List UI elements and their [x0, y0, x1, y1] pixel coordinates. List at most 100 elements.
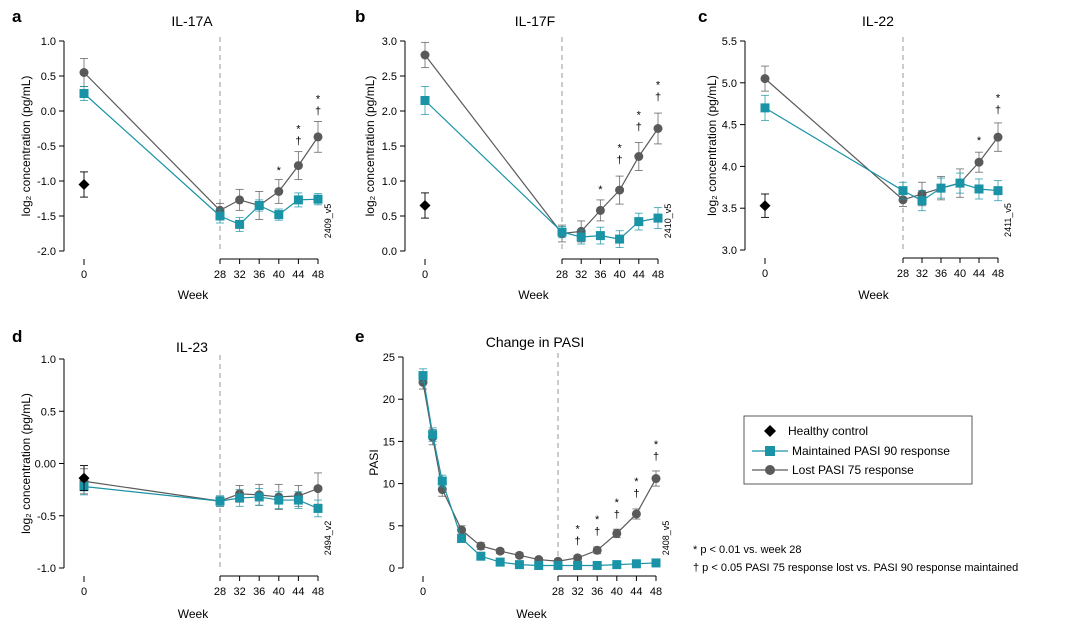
- y-tick-label: -1.0: [37, 176, 56, 188]
- panel-e: e Change in PASI 25 20 15 10 5 0 PASI 0 28 32 36 40 44…: [355, 327, 671, 621]
- data-point-lost: [235, 195, 245, 205]
- x-axis-label: Week: [858, 288, 889, 302]
- data-point-lost: [420, 50, 430, 60]
- figure-code: 2409_v5: [323, 204, 333, 239]
- data-point-lost: [631, 509, 641, 519]
- legend-label-healthy: Healthy control: [788, 424, 868, 438]
- legend: Healthy control Maintained PASI 90 respo…: [743, 415, 973, 485]
- legend-entry-maintained: Maintained PASI 90 response: [752, 444, 950, 458]
- panel-d: d IL-23 1.0 0.5 0.00 -0.5 -1.0 log₂ concentrati…: [12, 327, 333, 621]
- significance-star: *: [595, 514, 600, 526]
- figure-code: 2411_v5: [1003, 203, 1013, 237]
- x-tick-label: 44: [973, 268, 985, 280]
- data-point-maintained: [235, 493, 245, 503]
- significance-star: *: [277, 165, 282, 177]
- x-tick-label: 36: [591, 586, 603, 598]
- series-line-segment: [978, 136, 999, 163]
- y-axis-label: log₂ concentration (pg/mL): [19, 393, 33, 534]
- healthy-control-point: [759, 200, 771, 212]
- x-tick-label: 48: [312, 269, 324, 281]
- data-point-lost: [274, 187, 284, 196]
- y-axis-label: log₂ concentration (pg/mL): [363, 76, 377, 217]
- data-point-maintained: [313, 194, 323, 204]
- significance-star: *: [656, 80, 661, 92]
- x-tick-label: 0: [420, 586, 426, 598]
- x-tick-label: 32: [571, 586, 583, 598]
- data-point-lost: [313, 484, 323, 494]
- x-tick-label: 32: [233, 269, 245, 281]
- x-tick-label: 28: [552, 586, 564, 598]
- x-axis-label: Week: [518, 288, 549, 302]
- x-axis-label: Week: [178, 288, 209, 302]
- series-line-segment: [635, 478, 657, 515]
- data-point-maintained: [592, 560, 602, 570]
- series-line-segment: [580, 209, 601, 232]
- data-point-maintained: [595, 231, 605, 241]
- x-axis-label: Week: [516, 607, 547, 621]
- data-point-maintained: [254, 492, 264, 502]
- significance-dagger: †: [636, 122, 642, 134]
- data-point-maintained: [898, 186, 908, 196]
- panel-c: c IL-22 5.5 5.0 4.5 4.0 3.5 3.0 log₂ concentrati…: [698, 7, 1013, 302]
- y-tick-label: 2.5: [382, 71, 397, 83]
- data-point-lost: [651, 474, 661, 484]
- data-point-maintained: [313, 503, 323, 513]
- y-tick-label: 3.5: [722, 203, 737, 215]
- figure-code: 2494_v2: [323, 521, 333, 556]
- data-point-maintained: [612, 560, 622, 570]
- x-tick-label: 40: [273, 269, 285, 281]
- y-tick-label: -0.5: [37, 141, 56, 153]
- series-line-segment: [83, 93, 221, 217]
- data-point-lost: [615, 185, 625, 195]
- y-tick-label: 1.0: [41, 36, 56, 48]
- x-tick-label: 0: [81, 586, 87, 598]
- significance-star: *: [637, 110, 642, 122]
- y-tick-label: 5.0: [722, 78, 737, 90]
- y-tick-label: 10: [383, 479, 395, 491]
- data-point-maintained: [457, 533, 467, 543]
- data-point-maintained: [254, 201, 264, 210]
- x-axis-label: Week: [178, 607, 209, 621]
- series-lost: [79, 468, 323, 510]
- significance-dagger: †: [295, 136, 301, 148]
- x-tick-label: 48: [652, 269, 664, 281]
- data-point-maintained: [615, 234, 625, 244]
- data-point-maintained: [514, 560, 524, 570]
- series-line-segment: [619, 156, 640, 191]
- significance-star: *: [977, 135, 982, 147]
- y-tick-label: -2.0: [37, 246, 56, 258]
- data-point-lost: [476, 541, 486, 551]
- data-point-maintained: [573, 560, 583, 570]
- healthy-control-point: [78, 179, 90, 190]
- legend-entry-lost: Lost PASI 75 response: [752, 463, 914, 477]
- significance-star: *: [617, 143, 622, 155]
- data-point-lost: [79, 68, 89, 77]
- data-point-maintained: [651, 558, 661, 568]
- y-tick-label: -1.5: [37, 211, 56, 223]
- y-tick-label: 5.5: [722, 36, 737, 48]
- series-lost: [420, 41, 663, 243]
- x-tick-label: 36: [935, 268, 947, 280]
- x-tick-label: 40: [273, 586, 285, 598]
- data-point-maintained: [631, 559, 641, 569]
- data-point-lost: [993, 132, 1003, 142]
- series-line-segment: [432, 434, 443, 482]
- panel-letter: a: [12, 7, 22, 26]
- y-tick-label: 1.5: [382, 141, 397, 153]
- data-point-lost: [514, 550, 524, 560]
- data-point-lost: [974, 157, 984, 167]
- significance-dagger: †: [594, 526, 600, 538]
- data-point-maintained: [215, 211, 225, 221]
- healthy-diamond-icon: [764, 425, 776, 437]
- y-axis-label: PASI: [367, 449, 381, 475]
- footnote-dagger: † p < 0.05 PASI 75 response lost vs. PAS…: [693, 562, 1018, 574]
- series-line-segment: [424, 54, 563, 234]
- significance-star: *: [654, 439, 659, 451]
- figure-code: 2408_v5: [661, 521, 671, 556]
- y-tick-label: 4.5: [722, 120, 737, 132]
- data-point-maintained: [557, 227, 567, 237]
- panel-title: IL-17F: [515, 13, 555, 29]
- significance-star: *: [575, 523, 580, 535]
- data-point-lost: [495, 546, 505, 556]
